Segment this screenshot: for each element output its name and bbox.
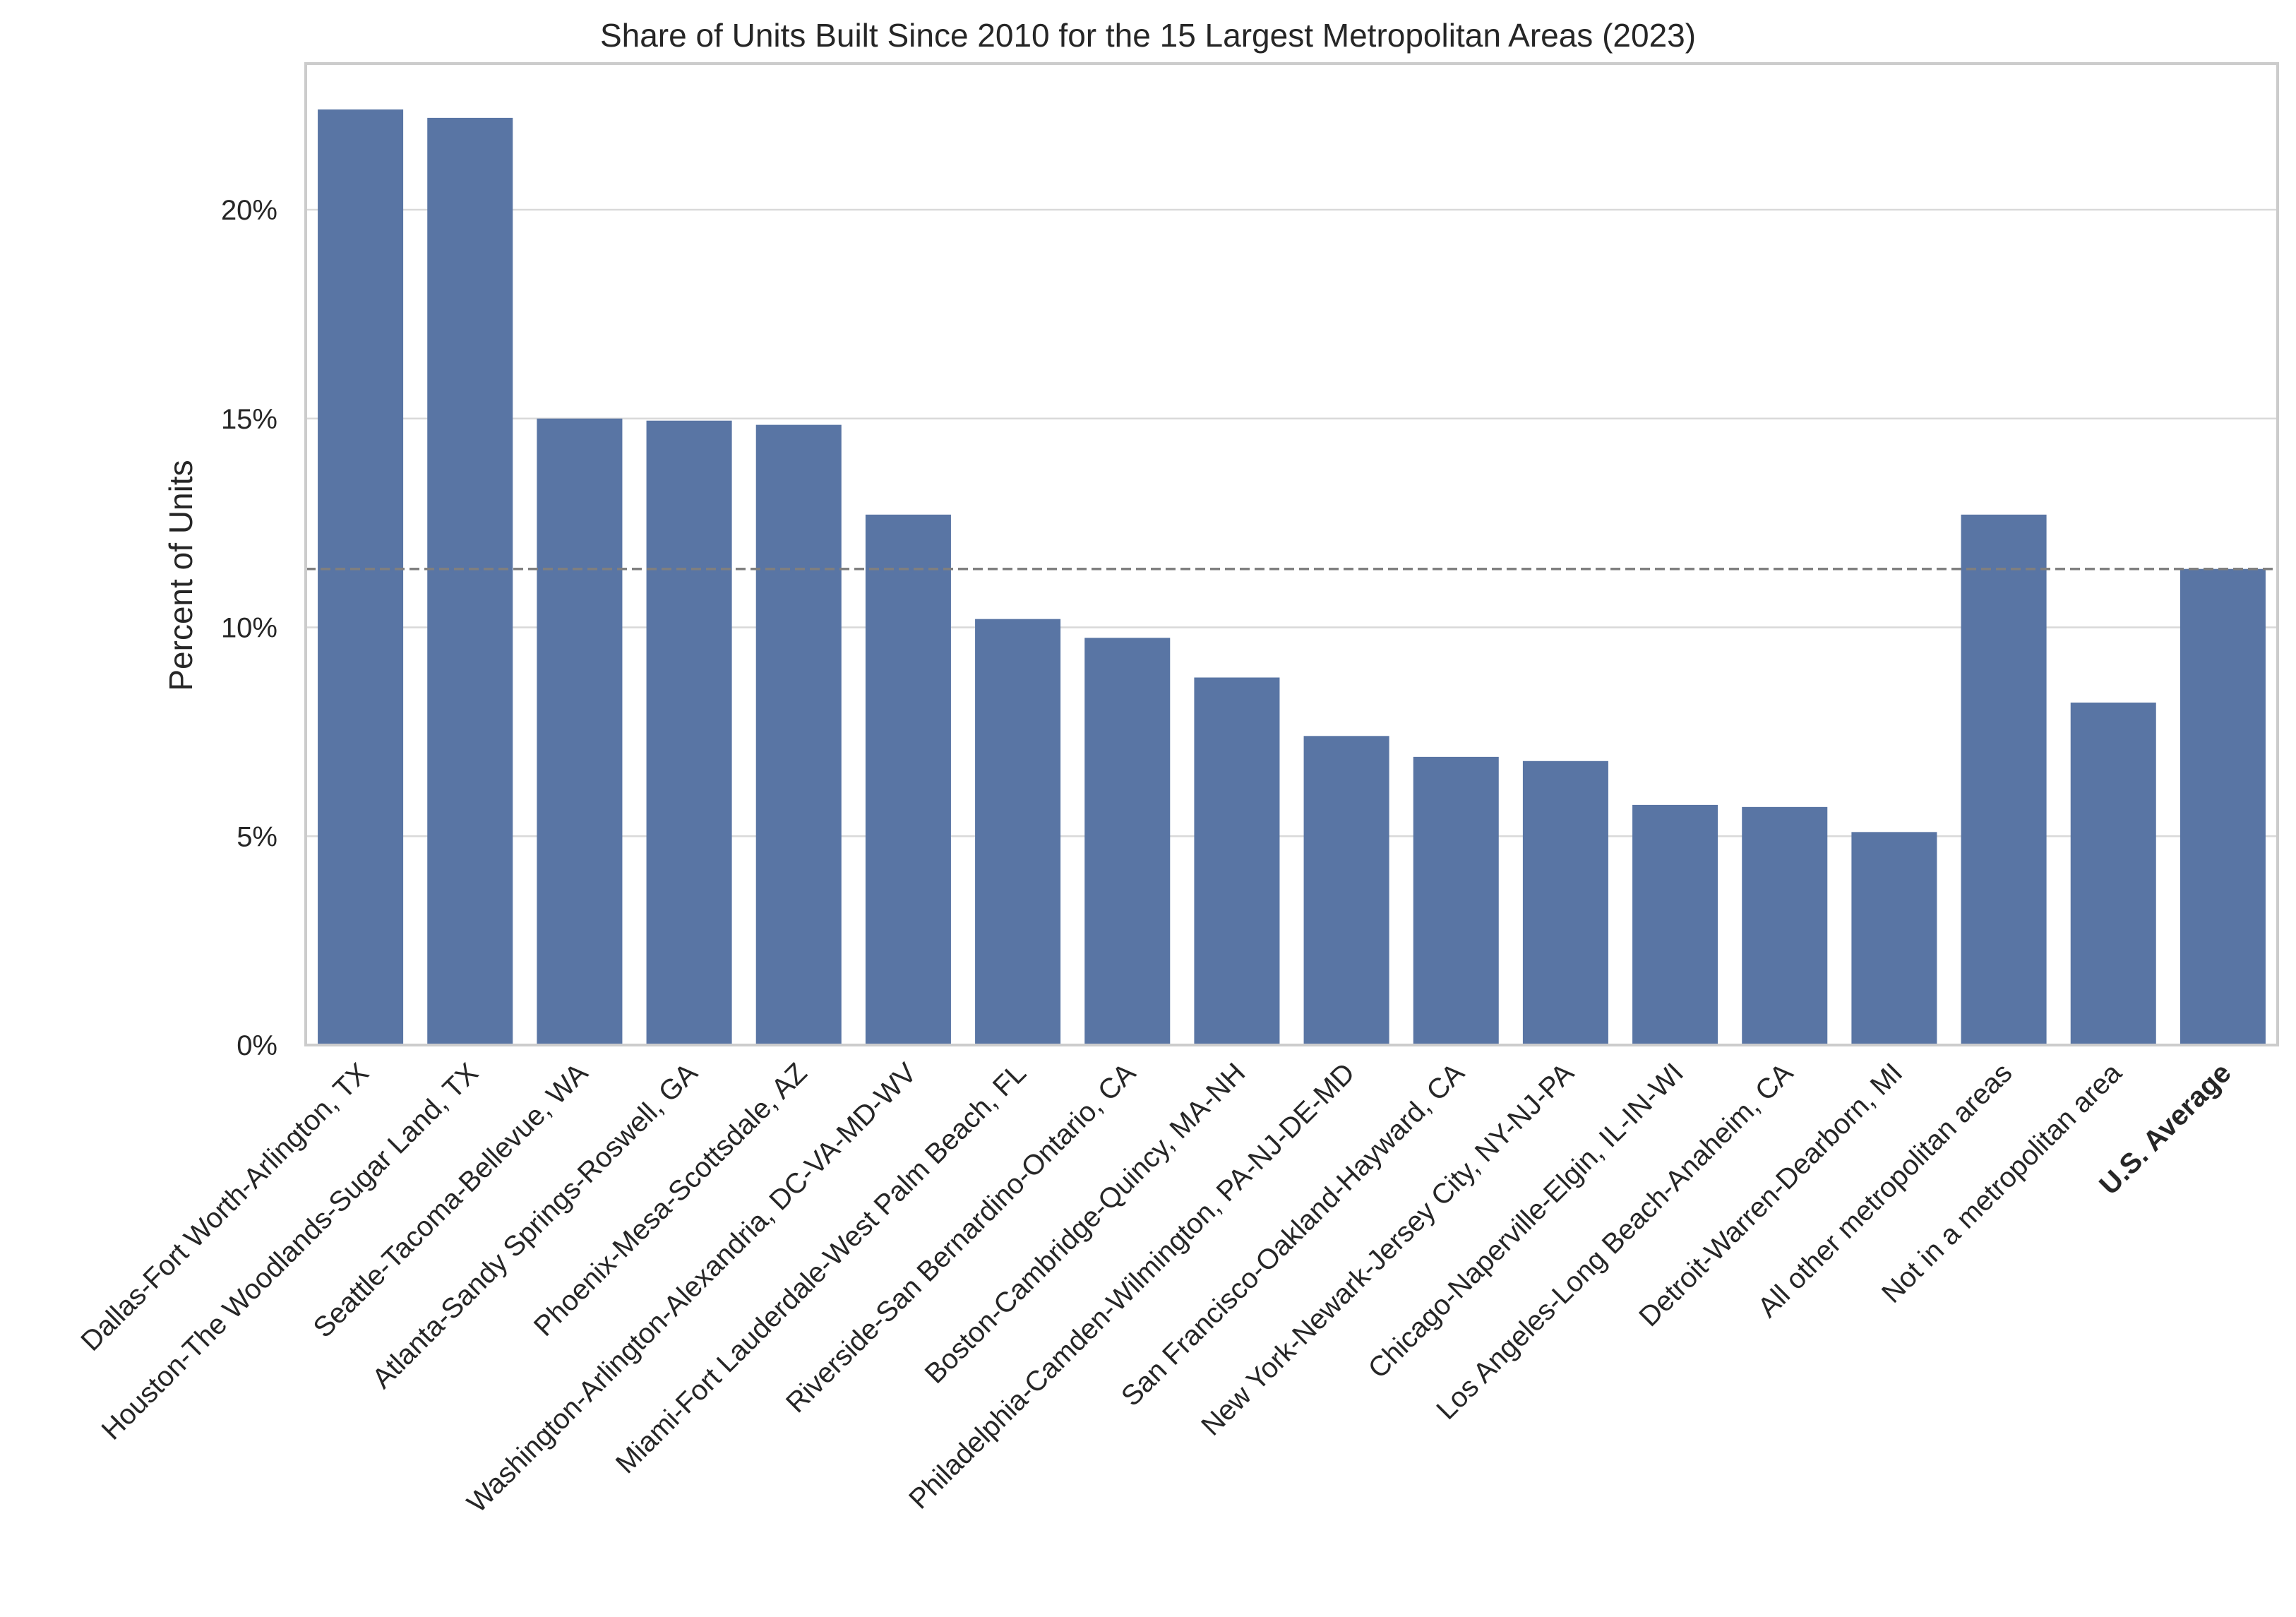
bar-1 [318, 109, 404, 1045]
bar-3 [537, 418, 623, 1045]
y-tick-label: 20% [221, 195, 277, 226]
bar-17 [2070, 702, 2156, 1045]
plot-frame [304, 62, 2279, 1046]
y-tick-label: 5% [237, 821, 277, 852]
x-tick-labels: Dallas-Fort Worth-Arlington, TXHouston-T… [75, 1057, 2237, 1519]
y-axis-label: Percent of Units [162, 460, 199, 691]
bar-7 [975, 619, 1061, 1045]
bar-10 [1303, 736, 1389, 1045]
chart-title: Share of Units Built Since 2010 for the … [600, 17, 1696, 54]
bar-8 [1084, 638, 1171, 1045]
bars [318, 109, 2266, 1046]
x-tick-label: New York-Newark-Jersey City, NY-NJ-PA [1195, 1057, 1580, 1442]
x-tick-label: Miami-Fort Lauderdale-West Palm Beach, F… [610, 1057, 1032, 1479]
bar-18 [2180, 568, 2266, 1045]
bar-5 [755, 424, 842, 1045]
y-tick-label: 0% [237, 1030, 277, 1061]
bar-13 [1632, 804, 1718, 1045]
y-tick-label: 10% [221, 613, 277, 644]
bar-4 [646, 420, 732, 1045]
bar-15 [1851, 832, 1937, 1045]
bar-12 [1522, 760, 1608, 1045]
bar-16 [1961, 514, 2047, 1045]
x-tick-label: Houston-The Woodlands-Sugar Land, TX [96, 1057, 484, 1445]
bar-6 [865, 514, 951, 1045]
bar-14 [1742, 806, 1828, 1045]
bar-11 [1413, 756, 1499, 1045]
y-tick-label: 15% [221, 404, 277, 435]
y-tick-labels: 0% 5% 10% 15% 20% [221, 195, 277, 1061]
bar-9 [1194, 677, 1280, 1045]
bar-2 [427, 117, 513, 1046]
